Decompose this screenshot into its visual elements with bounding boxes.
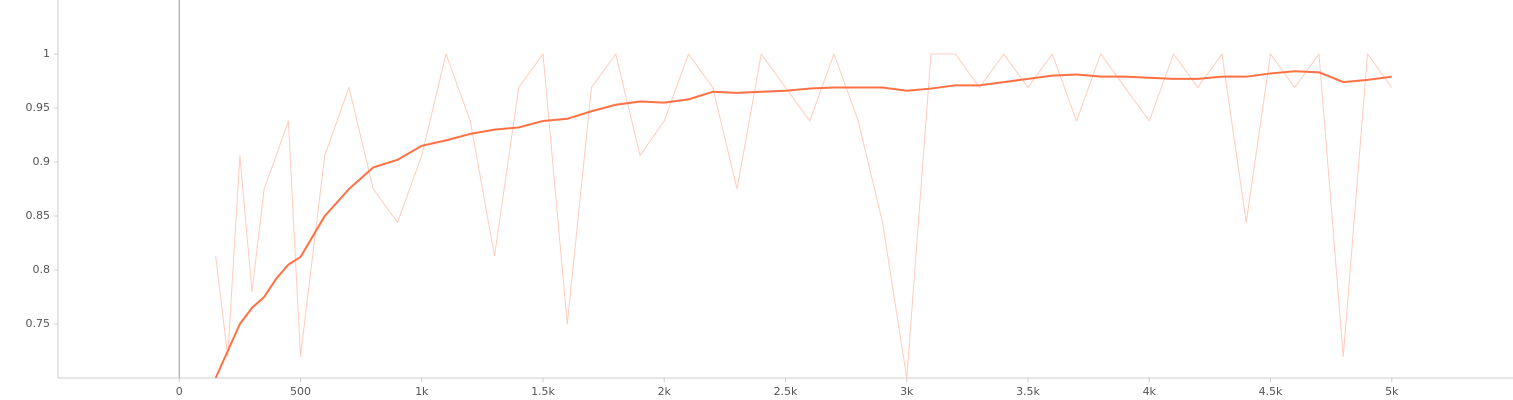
x-tick-label: 4k bbox=[1143, 385, 1157, 398]
x-tick-label: 3k bbox=[900, 385, 914, 398]
y-tick-label: 0.9 bbox=[33, 155, 51, 168]
x-tick-label: 0 bbox=[176, 385, 183, 398]
series-line bbox=[214, 70, 1392, 378]
series-line bbox=[215, 53, 1393, 378]
y-tick-label: 0.75 bbox=[26, 317, 51, 330]
x-tick-label: 1k bbox=[415, 385, 429, 398]
y-tick-label: 0.8 bbox=[33, 263, 51, 276]
x-tick-label: 3.5k bbox=[1016, 385, 1040, 398]
y-tick-label: 0.95 bbox=[26, 101, 51, 114]
x-tick-label: 4.5k bbox=[1259, 385, 1283, 398]
x-tick-label: 2k bbox=[658, 385, 672, 398]
x-tick-label: 500 bbox=[290, 385, 311, 398]
y-tick-label: 1 bbox=[43, 47, 50, 60]
y-tick-label: 0.85 bbox=[26, 209, 51, 222]
plot-area bbox=[214, 53, 1393, 378]
x-tick-label: 2.5k bbox=[774, 385, 798, 398]
x-tick-label: 5k bbox=[1385, 385, 1399, 398]
x-tick-label: 1.5k bbox=[531, 385, 555, 398]
